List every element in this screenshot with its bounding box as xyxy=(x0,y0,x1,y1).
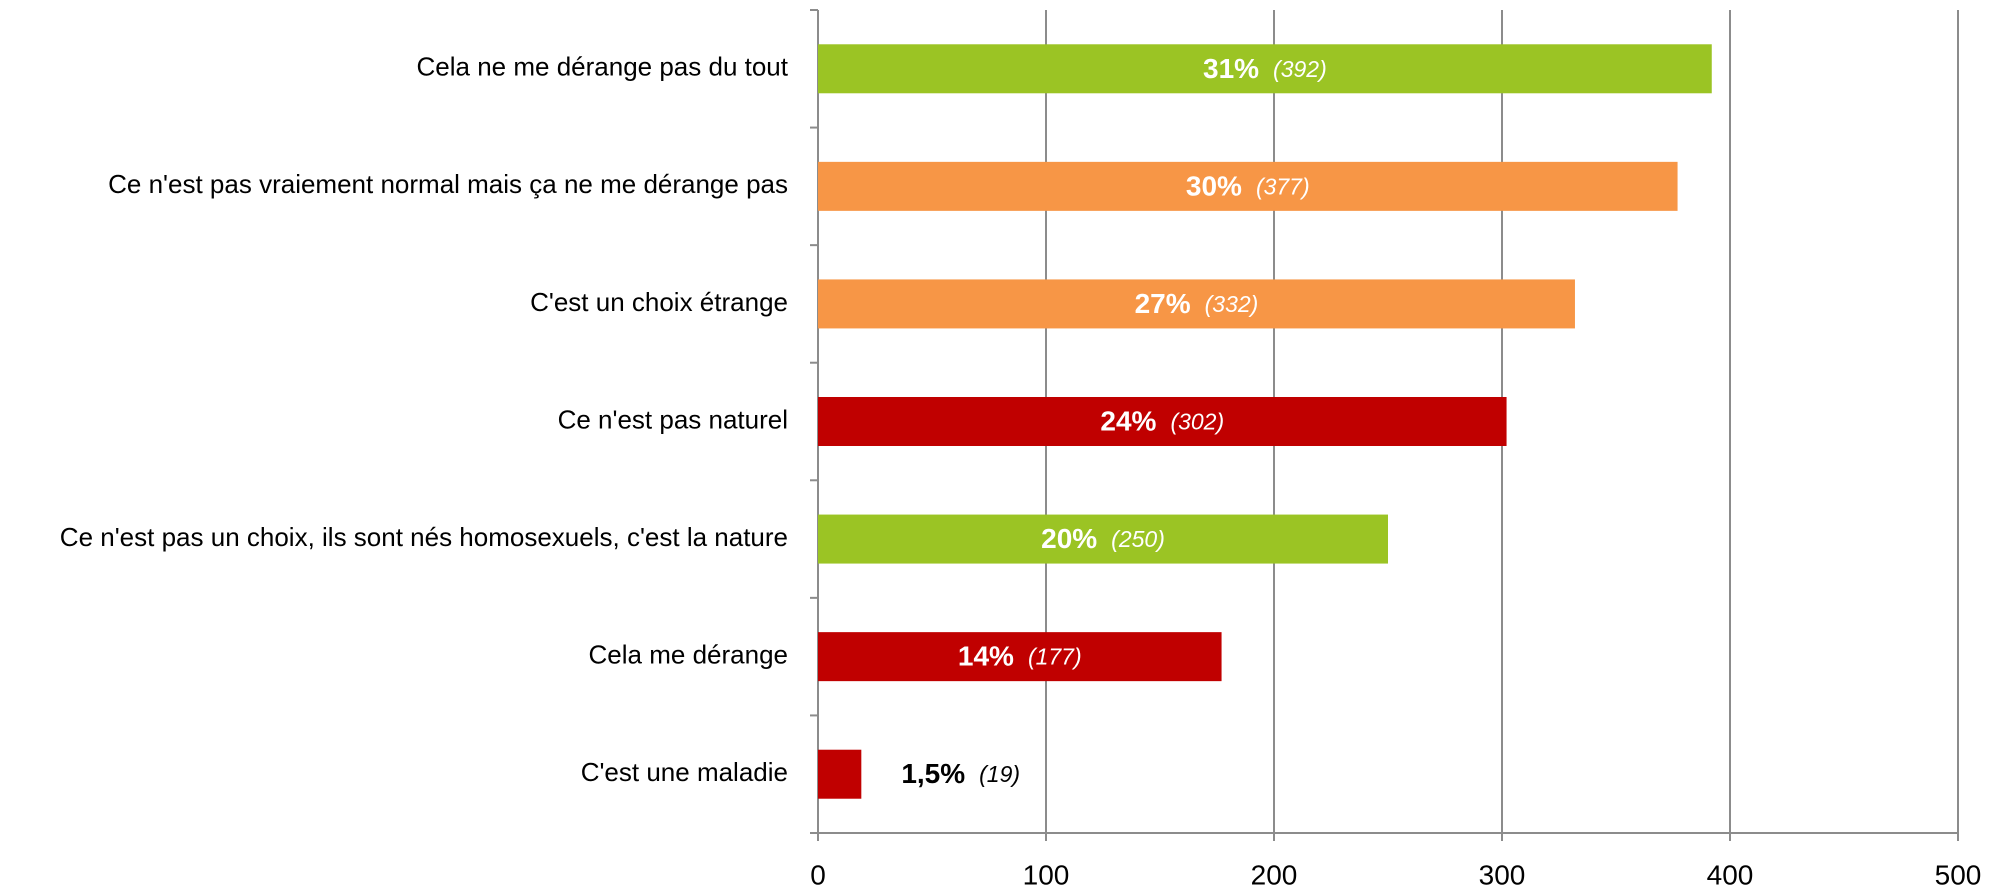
x-tick-label: 200 xyxy=(1251,859,1298,890)
percent-label: 27% xyxy=(1135,288,1191,319)
count-label: (19) xyxy=(979,761,1020,787)
count-label: (302) xyxy=(1170,409,1224,435)
bar xyxy=(818,44,1712,94)
bar xyxy=(818,632,1222,682)
bar xyxy=(818,279,1575,329)
category-label: Cela me dérange xyxy=(589,640,788,670)
bar xyxy=(818,161,1678,211)
category-label: Cela ne me dérange pas du tout xyxy=(417,52,789,82)
x-tick-label: 100 xyxy=(1023,859,1070,890)
count-label: (392) xyxy=(1273,56,1327,82)
data-label: 31% (392) xyxy=(1203,53,1327,84)
percent-label: 24% xyxy=(1100,406,1156,437)
category-label: C'est une maladie xyxy=(581,757,788,787)
percent-label: 20% xyxy=(1041,523,1097,554)
category-label: Ce n'est pas vraiement normal mais ça ne… xyxy=(108,169,788,199)
count-label: (250) xyxy=(1111,526,1165,552)
data-label: 24% (302) xyxy=(1100,406,1224,437)
bar xyxy=(818,514,1388,564)
data-label: 27% (332) xyxy=(1135,288,1259,319)
x-tick-label: 300 xyxy=(1479,859,1526,890)
category-label: Ce n'est pas un choix, ils sont nés homo… xyxy=(60,522,788,552)
data-label: 30% (377) xyxy=(1186,171,1310,202)
x-tick-label: 500 xyxy=(1935,859,1982,890)
count-label: (177) xyxy=(1028,644,1082,670)
x-tick-label: 400 xyxy=(1707,859,1754,890)
percent-label: 1,5% xyxy=(901,759,965,790)
percent-label: 30% xyxy=(1186,171,1242,202)
data-label: 1,5% (19) xyxy=(901,759,1020,790)
bar xyxy=(818,749,862,799)
percent-label: 14% xyxy=(958,641,1014,672)
data-label: 20% (250) xyxy=(1041,523,1165,554)
category-label: C'est un choix étrange xyxy=(530,287,788,317)
bar xyxy=(818,397,1507,446)
percent-label: 31% xyxy=(1203,53,1259,84)
x-tick-label: 0 xyxy=(810,859,826,890)
count-label: (377) xyxy=(1256,173,1310,199)
category-label: Ce n'est pas naturel xyxy=(558,404,788,434)
data-label: 14% (177) xyxy=(958,641,1082,672)
count-label: (332) xyxy=(1205,291,1259,317)
